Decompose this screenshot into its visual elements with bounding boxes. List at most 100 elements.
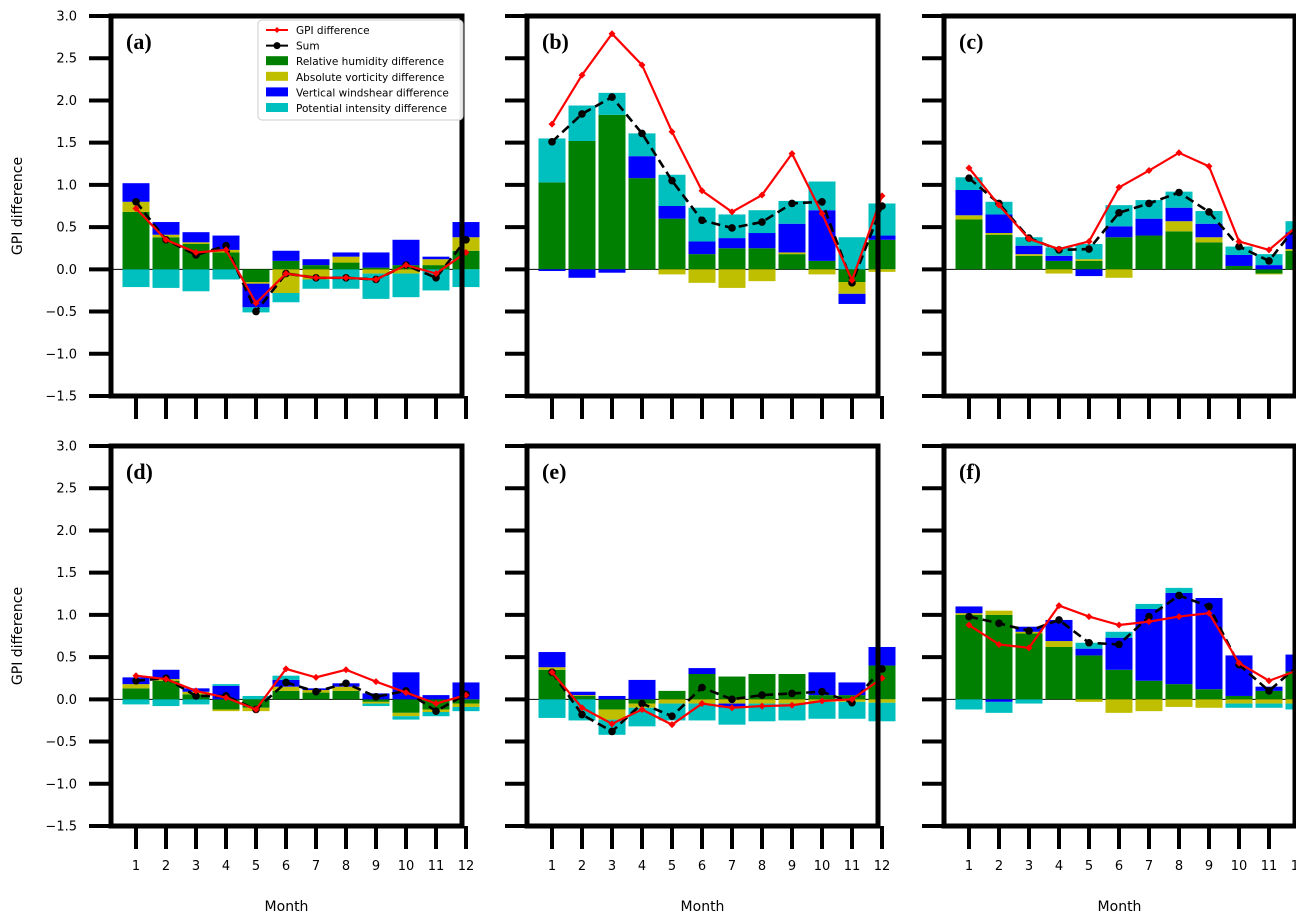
bar-vws-month-4 (1045, 255, 1073, 261)
x-tick-label: 3 (608, 859, 616, 874)
gpi-point-3 (1025, 644, 1033, 652)
bar-vws-month-1 (955, 606, 983, 614)
bar-pi-month-12 (1285, 221, 1296, 233)
y-tick-label: 0.5 (56, 221, 77, 236)
gpi-point-8 (342, 666, 350, 674)
legend-marker-sum (273, 42, 281, 50)
gpi-point-9 (372, 275, 380, 283)
y-tick-label: 1.0 (56, 608, 77, 623)
bar-vws-month-3 (1015, 245, 1043, 255)
bar-rh-month-10 (808, 260, 836, 270)
y-tick-label: −0.5 (45, 735, 77, 750)
x-axis-title: Month (1098, 899, 1142, 914)
gpi-point-6 (1115, 621, 1123, 629)
x-tick-label: 11 (1261, 859, 1278, 874)
sum-point-5 (252, 307, 260, 316)
gpi-point-11 (1265, 246, 1273, 254)
bar-rh-month-2 (568, 140, 596, 270)
bar-vws-month-2 (985, 214, 1013, 234)
bar-av-month-3 (1015, 254, 1043, 256)
bar-av-month-10 (392, 712, 420, 717)
bar-pi-month-3 (1015, 699, 1043, 704)
gpi-point-8 (758, 702, 766, 710)
gpi-point-9 (788, 701, 796, 709)
bar-vws-month-6 (1105, 226, 1133, 238)
gpi-point-8 (1175, 613, 1183, 621)
sum-point-8 (342, 679, 350, 688)
gpi-point-11 (848, 695, 856, 703)
sum-point-6 (1115, 208, 1123, 217)
sum-point-8 (1175, 188, 1183, 197)
panel-b: (b) (505, 13, 896, 419)
sum-point-11 (1265, 687, 1273, 695)
sum-point-4 (638, 699, 646, 708)
gpi-point-11 (1265, 677, 1273, 685)
bar-av-month-6 (1105, 269, 1133, 278)
sum-point-4 (1055, 616, 1063, 624)
sum-point-1 (965, 174, 973, 182)
bar-rh-month-11 (838, 269, 866, 282)
bar-rh-month-1 (122, 211, 150, 270)
bar-rh-month-9 (778, 254, 806, 270)
bar-pi-month-1 (122, 269, 150, 288)
panel-label: (a) (126, 29, 152, 54)
x-tick-label: 5 (668, 859, 676, 874)
bar-rh-month-1 (955, 614, 983, 700)
bar-vws-month-5 (1075, 648, 1103, 656)
bar-vws-month-11 (1255, 265, 1283, 270)
bar-vws-month-8 (1165, 592, 1193, 685)
bar-pi-month-12 (452, 706, 480, 712)
bar-vws-month-3 (598, 269, 626, 273)
gpi-point-2 (578, 71, 586, 79)
x-axis-title: Month (265, 899, 309, 914)
bar-rh-month-1 (955, 219, 983, 270)
bar-av-month-11 (838, 282, 866, 294)
legend-label-sum: Sum (296, 41, 320, 53)
bar-rh-month-11 (1255, 690, 1283, 700)
bar-pi-month-4 (212, 269, 240, 280)
y-tick-label: −0.5 (45, 305, 77, 320)
gpi-point-2 (162, 236, 170, 244)
x-tick-label: 8 (758, 859, 766, 874)
bar-av-month-5 (658, 699, 686, 704)
legend-swatch-pi (266, 103, 288, 112)
bar-av-month-3 (182, 242, 210, 244)
bar-rh-month-10 (392, 699, 420, 713)
bar-rh-month-10 (1225, 265, 1253, 270)
gpi-point-4 (222, 694, 230, 702)
bar-pi-month-9 (362, 703, 390, 707)
bar-rh-month-2 (152, 680, 180, 700)
gpi-point-2 (578, 704, 586, 712)
sum-point-10 (818, 687, 826, 696)
gpi-point-2 (995, 640, 1003, 648)
legend-label-pi: Potential intensity difference (296, 103, 447, 115)
gpi-point-2 (162, 675, 170, 683)
bar-av-month-2 (985, 610, 1013, 615)
gpi-point-7 (728, 208, 736, 216)
gpi-point-1 (132, 672, 140, 680)
y-tick-label: −1.0 (45, 777, 77, 792)
y-tick-label: 0.0 (56, 693, 77, 708)
sum-point-1 (132, 197, 140, 206)
bar-rh-month-11 (1255, 269, 1283, 274)
bar-pi-month-12 (1285, 703, 1296, 710)
panel-label: (f) (959, 459, 981, 484)
y-tick-label: 3.0 (56, 440, 77, 455)
gpi-line (135, 207, 467, 305)
gpi-point-1 (548, 668, 556, 676)
bar-av-month-4 (1045, 641, 1073, 647)
gpi-point-7 (312, 673, 320, 681)
gpi-point-6 (1115, 183, 1123, 191)
bar-vws-month-4 (628, 679, 656, 700)
bar-rh-month-8 (748, 248, 776, 270)
x-tick-label: 3 (192, 859, 200, 874)
x-tick-label: 5 (1085, 859, 1093, 874)
gpi-point-8 (1175, 149, 1183, 157)
x-tick-label: 1 (548, 859, 556, 874)
sum-point-9 (372, 693, 380, 701)
y-tick-label: 3.0 (56, 10, 77, 25)
bar-av-month-10 (1225, 699, 1253, 704)
bar-pi-month-12 (868, 702, 896, 722)
sum-point-9 (788, 689, 796, 698)
bar-av-month-6 (272, 686, 300, 691)
